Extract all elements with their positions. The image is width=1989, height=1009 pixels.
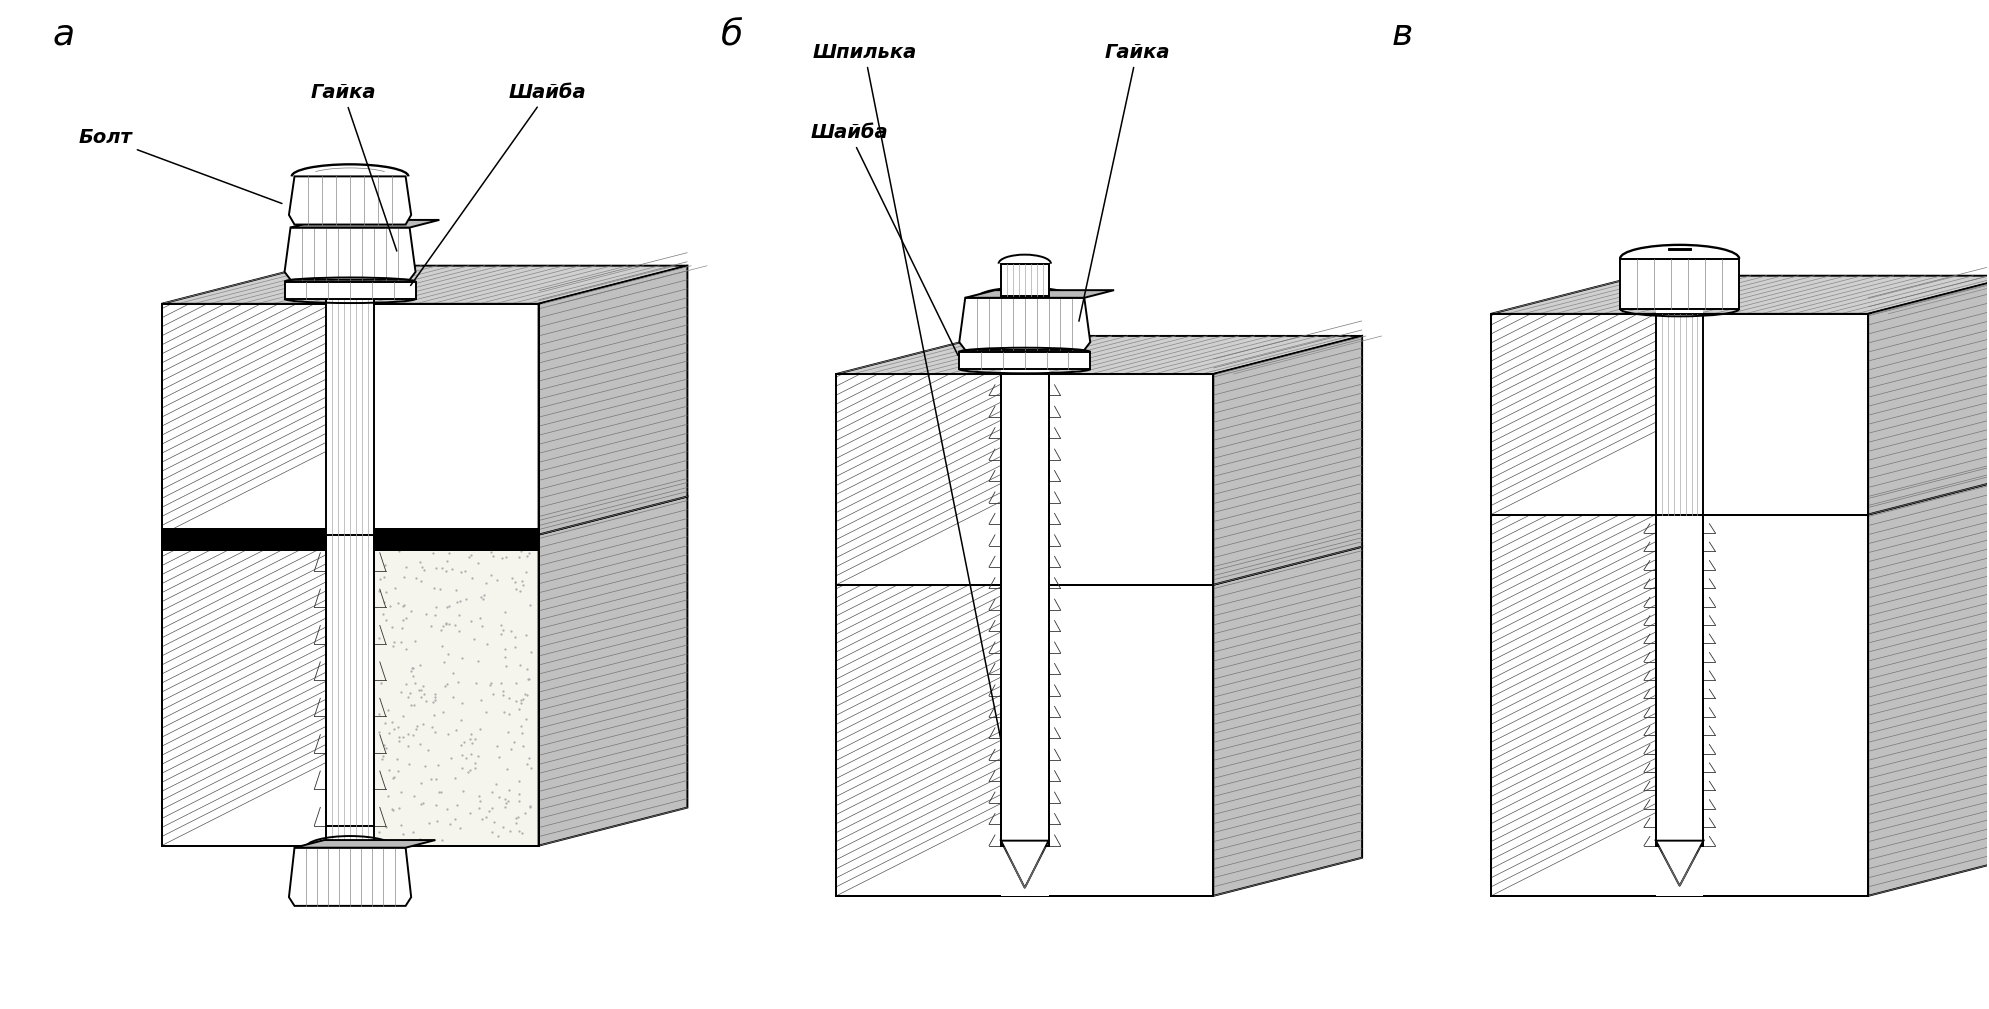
Polygon shape (1000, 840, 1048, 888)
Text: в: в (1390, 18, 1412, 51)
Polygon shape (835, 585, 1024, 896)
Polygon shape (959, 352, 1090, 369)
Polygon shape (1868, 476, 1989, 896)
Text: Шпилька: Шпилька (812, 43, 1000, 738)
Polygon shape (1655, 309, 1703, 896)
Polygon shape (326, 294, 374, 846)
Polygon shape (1619, 258, 1738, 309)
Polygon shape (294, 840, 436, 848)
Polygon shape (326, 535, 374, 825)
Polygon shape (1655, 314, 1703, 515)
Text: Шайба: Шайба (410, 83, 587, 286)
Polygon shape (1490, 314, 1679, 515)
Polygon shape (350, 304, 539, 535)
Text: Гайка: Гайка (310, 83, 396, 251)
Polygon shape (959, 298, 1090, 350)
Text: Шайба: Шайба (810, 123, 957, 355)
Polygon shape (1000, 374, 1048, 846)
Polygon shape (1868, 275, 1989, 515)
Polygon shape (161, 304, 350, 535)
Polygon shape (1655, 515, 1703, 846)
Text: а: а (52, 18, 74, 51)
Polygon shape (539, 496, 686, 846)
Polygon shape (1213, 336, 1360, 585)
Polygon shape (1000, 369, 1048, 896)
Polygon shape (1490, 515, 1679, 896)
Polygon shape (350, 535, 539, 846)
Polygon shape (1024, 585, 1213, 896)
Polygon shape (326, 294, 374, 846)
Polygon shape (161, 535, 350, 846)
Polygon shape (835, 336, 1360, 374)
Polygon shape (1679, 515, 1868, 896)
Polygon shape (1490, 275, 1989, 314)
Polygon shape (1024, 374, 1213, 585)
Polygon shape (539, 265, 686, 535)
Polygon shape (1000, 263, 1048, 296)
Polygon shape (290, 220, 440, 228)
Polygon shape (1679, 314, 1868, 515)
Text: Гайка: Гайка (1078, 43, 1170, 321)
Polygon shape (161, 265, 686, 304)
Polygon shape (1213, 547, 1360, 896)
Text: б: б (720, 18, 744, 51)
Polygon shape (835, 374, 1024, 585)
Polygon shape (965, 291, 1114, 298)
Text: Болт: Болт (78, 128, 282, 204)
Polygon shape (288, 177, 412, 225)
Polygon shape (284, 282, 416, 299)
Polygon shape (1655, 840, 1703, 886)
Polygon shape (284, 228, 416, 279)
Polygon shape (288, 848, 412, 906)
